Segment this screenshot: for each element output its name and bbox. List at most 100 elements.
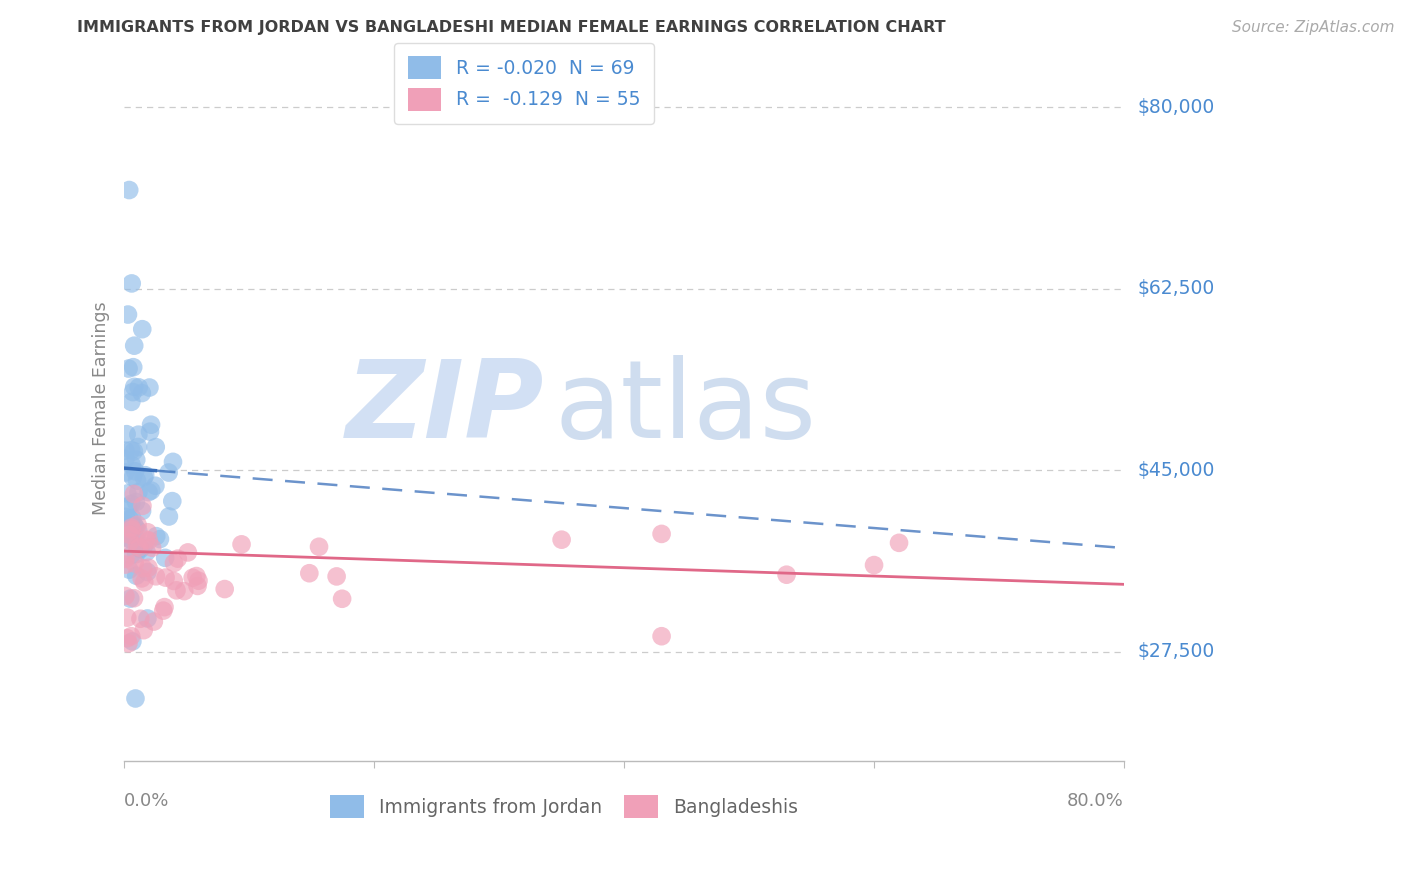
Point	[129, 612, 152, 626]
Point	[131, 386, 153, 401]
Text: atlas: atlas	[554, 355, 815, 461]
Point	[141, 483, 163, 498]
Point	[775, 567, 797, 582]
Point	[117, 486, 139, 500]
Point	[157, 509, 180, 524]
Point	[120, 443, 142, 458]
Point	[132, 470, 155, 484]
Point	[114, 509, 136, 524]
Point	[187, 579, 209, 593]
Point	[162, 455, 184, 469]
Point	[122, 470, 145, 484]
Legend: Immigrants from Jordan, Bangladeshis: Immigrants from Jordan, Bangladeshis	[322, 788, 806, 825]
Point	[120, 520, 142, 534]
Point	[152, 604, 174, 618]
Point	[114, 466, 136, 480]
Text: Source: ZipAtlas.com: Source: ZipAtlas.com	[1232, 20, 1395, 35]
Point	[118, 512, 141, 526]
Point	[114, 558, 136, 572]
Point	[120, 395, 142, 409]
Point	[121, 385, 143, 400]
Point	[114, 451, 136, 466]
Point	[163, 574, 186, 588]
Point	[136, 565, 159, 579]
Point	[135, 545, 157, 559]
Text: $80,000: $80,000	[1137, 97, 1215, 117]
Point	[325, 569, 347, 583]
Point	[132, 561, 155, 575]
Point	[153, 550, 176, 565]
Text: $27,500: $27,500	[1137, 642, 1215, 661]
Point	[131, 499, 153, 513]
Point	[121, 458, 143, 472]
Point	[131, 322, 153, 336]
Text: $45,000: $45,000	[1137, 460, 1215, 480]
Point	[117, 517, 139, 532]
Point	[863, 558, 886, 572]
Point	[124, 464, 146, 478]
Y-axis label: Median Female Earnings: Median Female Earnings	[93, 301, 110, 515]
Point	[651, 527, 673, 541]
Point	[231, 537, 253, 551]
Text: ZIP: ZIP	[346, 355, 544, 461]
Point	[308, 540, 330, 554]
Point	[298, 566, 321, 581]
Point	[122, 380, 145, 394]
Point	[120, 591, 142, 606]
Point	[125, 495, 148, 509]
Point	[166, 583, 188, 598]
Point	[127, 427, 149, 442]
Point	[135, 533, 157, 547]
Point	[121, 523, 143, 537]
Point	[145, 479, 167, 493]
Point	[139, 425, 162, 439]
Point	[125, 539, 148, 553]
Point	[887, 536, 910, 550]
Point	[117, 308, 139, 322]
Point	[142, 615, 165, 629]
Point	[162, 494, 184, 508]
Point	[131, 504, 153, 518]
Point	[125, 568, 148, 582]
Point	[125, 547, 148, 561]
Point	[139, 417, 162, 432]
Point	[128, 541, 150, 555]
Point	[149, 532, 172, 546]
Text: IMMIGRANTS FROM JORDAN VS BANGLADESHI MEDIAN FEMALE EARNINGS CORRELATION CHART: IMMIGRANTS FROM JORDAN VS BANGLADESHI ME…	[77, 20, 946, 35]
Point	[115, 531, 138, 545]
Point	[118, 535, 141, 549]
Point	[114, 589, 136, 603]
Point	[134, 575, 156, 590]
Point	[120, 629, 142, 643]
Point	[121, 277, 143, 291]
Point	[214, 582, 236, 596]
Point	[177, 545, 200, 559]
Point	[186, 569, 208, 583]
Point	[117, 636, 139, 650]
Point	[128, 380, 150, 394]
Point	[155, 571, 177, 585]
Point	[163, 556, 186, 570]
Point	[117, 361, 139, 376]
Point	[118, 183, 141, 197]
Point	[173, 584, 195, 599]
Point	[117, 610, 139, 624]
Point	[124, 520, 146, 534]
Point	[132, 539, 155, 553]
Point	[157, 466, 180, 480]
Point	[138, 485, 160, 500]
Point	[121, 511, 143, 525]
Point	[127, 517, 149, 532]
Point	[124, 691, 146, 706]
Point	[132, 623, 155, 637]
Point	[118, 563, 141, 577]
Point	[114, 552, 136, 566]
Point	[117, 500, 139, 514]
Point	[129, 542, 152, 557]
Point	[136, 611, 159, 625]
Point	[181, 571, 204, 585]
Text: 80.0%: 80.0%	[1067, 792, 1123, 810]
Point	[187, 574, 209, 588]
Point	[124, 530, 146, 544]
Point	[145, 529, 167, 543]
